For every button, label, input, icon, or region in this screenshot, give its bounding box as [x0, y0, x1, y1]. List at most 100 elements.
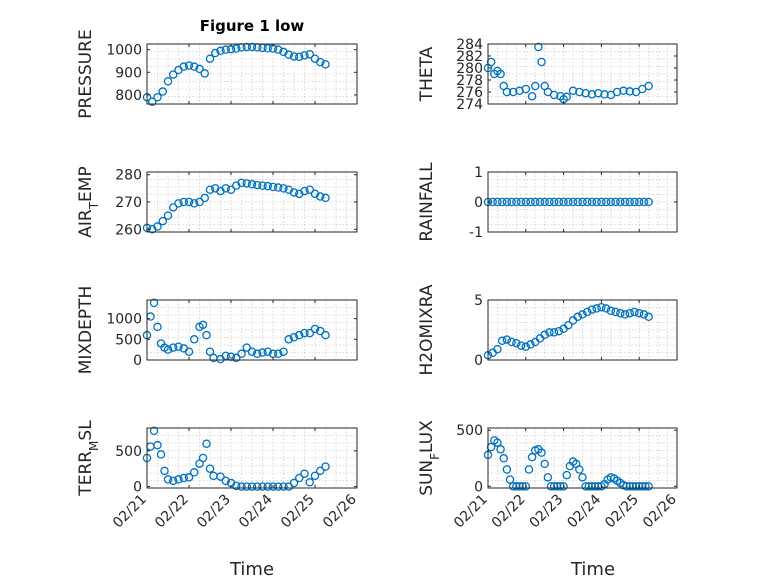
- data-point: [524, 465, 534, 474]
- data-point: [168, 476, 178, 486]
- data-point: [153, 222, 162, 231]
- data-point: [535, 197, 545, 207]
- data-point: [639, 310, 649, 319]
- y-tick-label: 284: [456, 37, 483, 53]
- y-tick-label: 900: [115, 65, 142, 81]
- y-tick-label: 1: [474, 165, 483, 181]
- data-point: [200, 193, 209, 203]
- y-tick-label: 1000: [106, 43, 142, 59]
- data-point: [639, 197, 649, 207]
- data-point: [606, 306, 616, 316]
- y-tick-label: 280: [456, 61, 483, 77]
- data-point: [575, 465, 584, 474]
- y-tick-label: 1000: [106, 312, 142, 328]
- x-tick-label: 02/25: [602, 492, 642, 532]
- data-point: [174, 342, 183, 352]
- data-point: [184, 473, 194, 482]
- subplot-5: 0 500 1000 MIXDEPTH: [76, 286, 358, 375]
- data-point: [496, 445, 505, 454]
- data-point: [321, 60, 330, 69]
- data-point: [300, 328, 309, 338]
- figure-title: Figure 1 low: [200, 17, 305, 35]
- subplot-4: -1 0 1 RAINFALL: [417, 162, 678, 242]
- data-point: [512, 338, 521, 348]
- data-point: [502, 87, 512, 97]
- data-point: [590, 482, 600, 491]
- data-point: [156, 450, 166, 459]
- data-point: [300, 469, 309, 478]
- data-point: [587, 197, 597, 207]
- data-point: [149, 298, 159, 308]
- y-axis-label: TERRMSL: [76, 420, 101, 497]
- data-point: [202, 439, 211, 448]
- data-point: [508, 87, 518, 97]
- data-point: [619, 86, 628, 96]
- y-tick-label: 280: [115, 168, 142, 184]
- y-tick-label: 270: [115, 195, 142, 211]
- data-point: [587, 90, 597, 99]
- data-point: [300, 51, 309, 60]
- y-axis-label: MIXDEPTH: [76, 286, 96, 375]
- data-point: [521, 482, 531, 491]
- x-tick-label: 02/21: [451, 492, 491, 532]
- data-point: [512, 482, 521, 491]
- data-point: [497, 336, 507, 346]
- data-point: [198, 320, 208, 330]
- data-point: [216, 472, 225, 481]
- data-point: [578, 310, 587, 319]
- data-point: [252, 349, 262, 359]
- data-point: [521, 342, 531, 352]
- data-point: [507, 197, 516, 207]
- y-axis-label: H2OMIXRA: [417, 284, 437, 375]
- data-point: [507, 337, 516, 347]
- data-point: [237, 349, 246, 359]
- data-point: [305, 49, 314, 59]
- data-point: [581, 482, 590, 491]
- axes-frame: [487, 43, 678, 105]
- data-point: [247, 482, 257, 491]
- data-point: [216, 46, 225, 56]
- data-point: [573, 312, 583, 322]
- data-point: [189, 62, 199, 71]
- y-axis-label: AIRTEMP: [76, 166, 101, 237]
- data-point: [168, 70, 178, 79]
- data-point: [168, 203, 178, 212]
- data-point: [273, 349, 283, 359]
- data-point: [499, 454, 508, 463]
- data-point: [279, 482, 288, 491]
- data-point: [168, 343, 178, 352]
- data-point: [198, 453, 208, 463]
- data-point: [273, 45, 283, 54]
- data-point: [521, 84, 531, 94]
- data-point: [521, 197, 531, 207]
- x-tick-label: 02/22: [152, 492, 192, 532]
- data-point: [625, 482, 635, 491]
- data-point: [496, 69, 505, 79]
- data-point: [153, 440, 162, 450]
- data-point: [189, 199, 199, 208]
- data-point: [174, 199, 183, 208]
- data-point: [195, 64, 204, 74]
- data-point: [163, 475, 173, 484]
- data-point: [578, 197, 587, 207]
- data-point: [537, 448, 546, 457]
- y-tick-label: 274: [456, 97, 483, 113]
- data-point: [205, 185, 215, 194]
- data-point: [252, 180, 262, 190]
- data-point: [644, 197, 653, 207]
- data-point: [305, 185, 314, 194]
- data-point: [300, 186, 309, 196]
- data-point: [247, 180, 257, 189]
- data-point: [258, 181, 267, 190]
- data-point: [231, 44, 241, 53]
- data-point: [516, 197, 526, 207]
- data-point: [592, 197, 601, 207]
- data-point: [549, 197, 559, 207]
- data-point: [575, 87, 584, 97]
- data-point: [515, 482, 524, 491]
- axes-frame: [487, 427, 678, 489]
- data-point: [587, 482, 597, 491]
- data-point: [634, 197, 644, 207]
- data-point: [153, 322, 162, 332]
- data-point: [279, 184, 288, 193]
